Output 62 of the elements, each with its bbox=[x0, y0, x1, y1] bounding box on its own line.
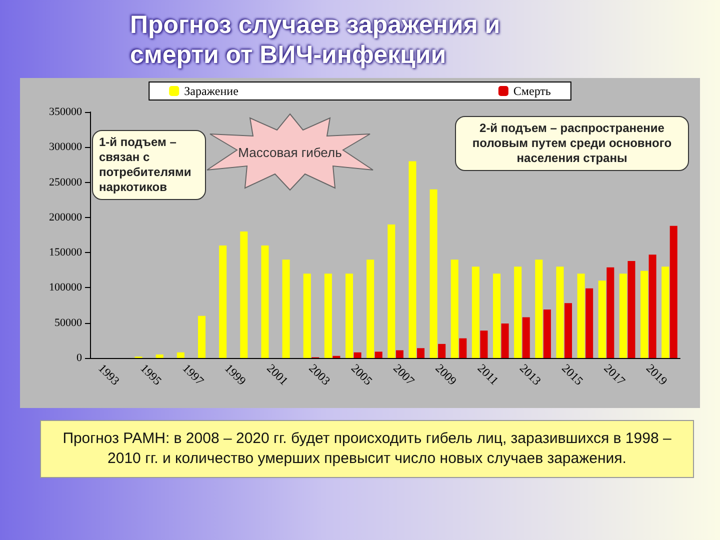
bar bbox=[198, 316, 206, 358]
bar bbox=[480, 330, 488, 358]
bar bbox=[324, 274, 332, 358]
bar bbox=[648, 254, 656, 358]
bar bbox=[408, 161, 416, 358]
x-tick-label: 1999 bbox=[222, 361, 249, 388]
bar bbox=[396, 350, 404, 358]
bar bbox=[261, 246, 269, 358]
bar bbox=[472, 266, 480, 358]
bar bbox=[535, 260, 543, 358]
bar bbox=[501, 324, 509, 358]
y-tick-label: 250000 bbox=[49, 176, 82, 188]
bar bbox=[374, 352, 382, 358]
bar bbox=[598, 280, 606, 358]
bar bbox=[564, 303, 572, 358]
bar bbox=[354, 352, 362, 358]
bar bbox=[662, 266, 670, 358]
bar bbox=[156, 354, 164, 358]
legend-label: Заражение bbox=[184, 84, 238, 98]
bar bbox=[492, 274, 501, 358]
y-tick-label: 300000 bbox=[49, 141, 82, 154]
x-tick-label: 2007 bbox=[390, 361, 418, 388]
bar bbox=[282, 260, 290, 358]
bar bbox=[450, 260, 458, 358]
bar bbox=[522, 317, 530, 358]
bar bbox=[176, 352, 184, 358]
bar bbox=[388, 224, 396, 358]
bar bbox=[619, 274, 627, 358]
bar bbox=[543, 310, 551, 358]
x-tick-label: 1993 bbox=[96, 361, 122, 388]
y-tick-label: 100000 bbox=[49, 282, 82, 294]
y-tick-label: 50000 bbox=[54, 316, 82, 329]
bar bbox=[628, 261, 636, 358]
bar bbox=[219, 246, 227, 358]
chart-title: Прогноз случаев заражения и смерти от ВИЧ-инфекции bbox=[130, 10, 502, 70]
bar bbox=[640, 270, 648, 358]
legend-label: Смерть bbox=[513, 84, 552, 98]
bar bbox=[670, 226, 678, 358]
x-tick-label: 1997 bbox=[180, 361, 207, 388]
bar bbox=[240, 231, 248, 358]
bar bbox=[577, 274, 585, 358]
bar bbox=[366, 260, 374, 358]
y-tick-label: 0 bbox=[76, 352, 82, 364]
y-tick-label: 150000 bbox=[49, 246, 82, 259]
bar bbox=[430, 189, 438, 358]
bar bbox=[303, 274, 311, 358]
x-tick-label: 1995 bbox=[138, 361, 165, 388]
bar bbox=[459, 338, 467, 358]
x-tick-label: 2017 bbox=[601, 361, 628, 388]
y-tick-label: 200000 bbox=[49, 211, 82, 224]
bar bbox=[416, 348, 425, 358]
bar bbox=[586, 288, 594, 358]
bar bbox=[438, 344, 446, 358]
text: Прогноз РАМН: в 2008 – 2020 гг. будет происходить гибель лиц, заразившихся в 1998 – 2010 гг. и количество умерших превысит число новых случаев заражения. bbox=[40, 420, 694, 478]
bar bbox=[556, 266, 564, 358]
annotation: 2-й подъем – распространение половым путем среди основного населения страны bbox=[455, 116, 689, 171]
y-tick-label: 350000 bbox=[49, 106, 82, 118]
bar bbox=[514, 266, 522, 358]
bar bbox=[606, 267, 614, 358]
bar bbox=[345, 274, 354, 358]
annotation: 1-й подъем – связан с потребителями наркотиков bbox=[92, 130, 206, 200]
annotation: Массовая гибель bbox=[238, 144, 342, 160]
